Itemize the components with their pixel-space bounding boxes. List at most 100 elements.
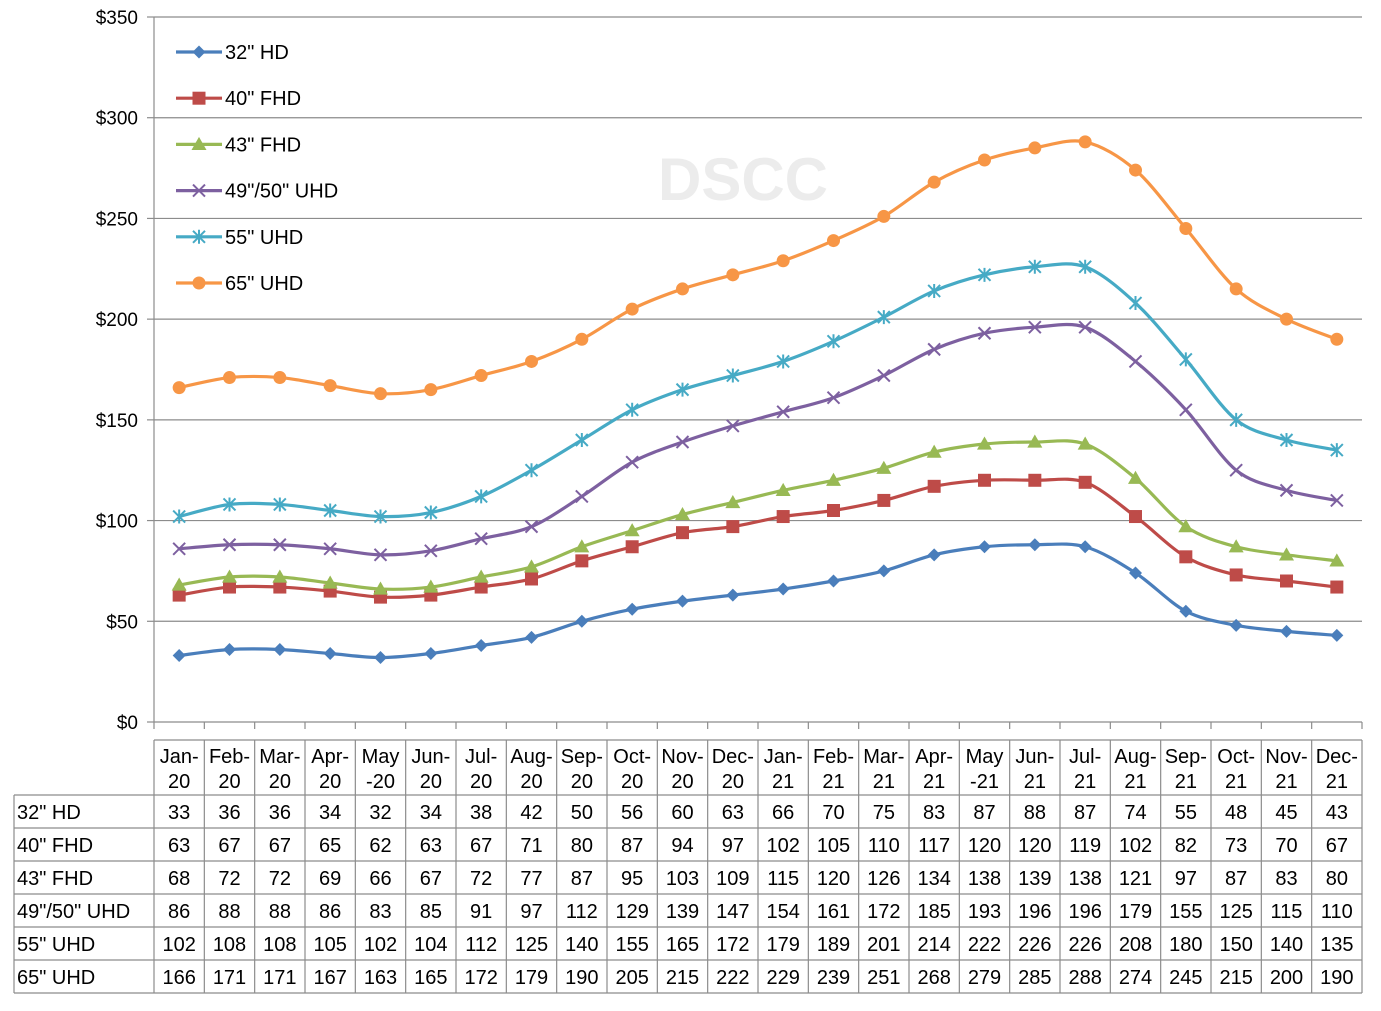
data-point [273,642,287,656]
data-point [474,531,488,546]
table-cell: 72 [470,868,492,890]
data-point [374,387,387,401]
data-point [575,489,589,504]
table-cell: 72 [218,868,240,890]
table-cell: 288 [1068,967,1101,989]
table-cell: 67 [269,835,291,857]
table-cell: 155 [615,934,648,956]
x-tick-label: Aug- [1114,746,1156,768]
series-line [179,322,1338,557]
table-cell: 87 [1225,868,1247,890]
data-point [423,579,439,593]
table-cell: 135 [1320,934,1353,956]
data-point [927,283,941,298]
data-point [373,581,388,595]
table-cell: 163 [364,967,397,989]
table-cell: 87 [973,802,995,824]
table-cell: 108 [213,934,246,956]
table-cell: 139 [666,901,699,923]
x-tick-label: 21 [1024,771,1046,793]
table-cell: 34 [420,802,442,824]
table-cell: 87 [621,835,643,857]
y-tick-label: $200 [96,310,138,331]
data-point [625,302,639,316]
table-cell: 200 [1270,967,1303,989]
table-cell: 63 [420,835,442,857]
legend-entry: 43" FHD [176,134,301,156]
x-tick-label: 20 [420,771,442,793]
table-cell: 55 [1175,802,1197,824]
series-4 [172,259,1344,524]
data-point [827,504,840,517]
table-cell: 108 [263,934,296,956]
series-line [178,542,1337,660]
x-tick-label: Nov- [661,746,703,768]
table-row-label: 43" FHD [17,868,93,890]
data-point [1229,282,1243,296]
data-point [978,153,991,167]
data-point [1179,403,1193,417]
y-tick-label: $50 [106,612,138,633]
table-cell: 161 [817,901,850,923]
data-point [474,580,488,594]
data-point [1279,433,1294,447]
table-cell: 70 [822,802,844,824]
legend-marker [191,136,207,151]
data-point [927,342,941,357]
data-point [1179,604,1193,618]
table-cell: 179 [515,967,548,989]
data-point [1330,628,1344,642]
data-point [1279,547,1294,561]
data-point [323,647,337,661]
data-point [1229,412,1243,427]
legend-marker [192,183,206,198]
table-cell: 71 [520,835,542,857]
data-point [474,638,488,652]
table-cell: 36 [218,802,240,824]
data-point [826,472,841,486]
data-point [726,419,740,433]
table-cell: 126 [867,868,900,890]
table-cell: 154 [766,901,799,923]
data-point [1028,259,1042,274]
data-point [524,519,539,534]
table-cell: 110 [1321,901,1353,923]
x-tick-label: 21 [1124,771,1146,793]
data-point [927,548,941,562]
data-point [1078,259,1092,274]
table-cell: 166 [162,967,195,989]
data-point [574,539,590,553]
x-tick-label: -20 [366,771,395,793]
series-line [178,262,1338,519]
table-cell: 222 [968,934,1001,956]
table-cell: 91 [470,901,492,923]
legend-label: 49"/50" UHD [225,181,338,203]
table-cell: 70 [1275,835,1297,857]
table-cell: 45 [1275,802,1297,824]
data-point [726,268,740,282]
data-point [877,310,891,325]
data-point [473,569,489,583]
data-point [676,594,689,608]
data-point [877,209,891,223]
series-5 [172,135,1344,401]
data-point [1279,483,1294,498]
legend-entry: 40" FHD [176,88,301,110]
table-cell: 69 [319,868,341,890]
table-cell: 201 [867,934,900,956]
x-tick-label: Aug- [510,746,552,768]
legend-entry: 55" UHD [176,227,303,249]
table-cell: 117 [918,835,950,857]
data-point [625,455,639,469]
data-point [272,569,288,583]
data-point [978,540,991,554]
data-point [826,390,841,405]
data-point [1229,618,1243,632]
table-cell: 95 [621,868,643,890]
table-cell: 63 [168,835,190,857]
data-point [223,371,236,385]
data-point [1330,443,1344,458]
data-point [776,510,790,524]
table-cell: 167 [313,967,346,989]
